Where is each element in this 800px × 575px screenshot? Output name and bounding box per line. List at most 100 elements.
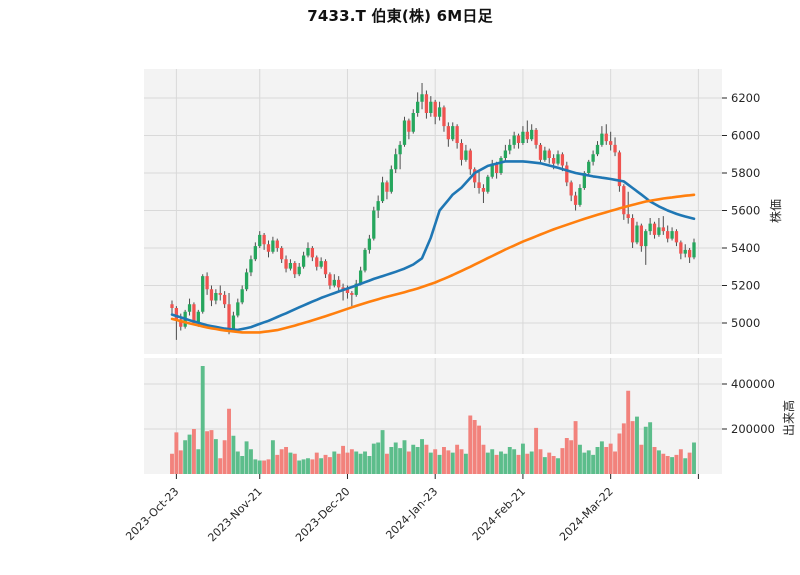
- volume-bar: [341, 445, 346, 474]
- volume-axis: 200000 400000: [722, 377, 775, 436]
- volume-tick-label: 400000: [731, 377, 775, 391]
- volume-bar: [573, 421, 578, 474]
- volume-bar: [630, 421, 635, 474]
- candle-body: [354, 283, 358, 295]
- volume-bar: [332, 451, 337, 474]
- price-axis: 5000 5200 5400 5600 5800 6000 6200: [722, 91, 760, 330]
- candle-body: [617, 152, 622, 187]
- candle-body: [674, 231, 679, 243]
- candle-body: [363, 249, 367, 271]
- volume-bar: [301, 459, 306, 474]
- candle-body: [350, 293, 354, 295]
- volume-bar: [525, 453, 530, 474]
- volume-bar: [635, 416, 639, 474]
- candle-body: [609, 141, 613, 145]
- candle-body: [679, 242, 683, 254]
- candle-body: [657, 227, 661, 235]
- candle-body: [687, 249, 692, 258]
- candle-body: [236, 302, 240, 316]
- candle-body: [227, 304, 231, 329]
- candle-body: [516, 135, 521, 143]
- candle-body: [591, 154, 595, 162]
- volume-bar: [319, 458, 324, 474]
- volume-bar: [279, 449, 284, 474]
- volume-bar: [674, 454, 679, 474]
- volume-bar: [406, 451, 411, 474]
- volume-bar: [428, 452, 433, 474]
- volume-bar: [209, 430, 214, 474]
- candle-body: [328, 274, 332, 286]
- volume-bar: [446, 450, 451, 474]
- x-tick-label: 2024-Feb-21: [470, 485, 528, 543]
- candle-body: [565, 165, 569, 183]
- candle-body: [604, 133, 608, 142]
- x-tick-label: 2024-Mar-22: [557, 485, 616, 544]
- volume-bar: [170, 453, 174, 474]
- volume-bar: [358, 453, 363, 474]
- volume-bar: [551, 456, 556, 474]
- volume-bar: [534, 427, 539, 474]
- x-tick-label: 2024-Jan-23: [383, 485, 440, 542]
- candle-body: [398, 144, 402, 155]
- candle-body: [284, 259, 288, 269]
- candle-body: [332, 279, 336, 286]
- volume-bar: [288, 452, 293, 474]
- volume-bar: [244, 441, 249, 474]
- candle-body: [266, 244, 271, 252]
- candle-body: [600, 133, 604, 145]
- volume-bar: [538, 449, 543, 474]
- volume-bar: [656, 450, 661, 474]
- volume-bar: [266, 459, 271, 474]
- volume-bar: [402, 440, 407, 474]
- candle-body: [244, 272, 249, 290]
- candle-body: [411, 113, 415, 132]
- volume-bar: [323, 454, 328, 474]
- volume-bar: [670, 457, 675, 474]
- candle-body: [613, 144, 617, 153]
- volume-bar: [608, 443, 613, 474]
- volume-bar: [499, 451, 503, 474]
- candle-body: [622, 186, 626, 215]
- candle-body: [306, 248, 310, 256]
- candle-body: [569, 182, 573, 196]
- volume-bar: [463, 453, 468, 474]
- candle-body: [174, 308, 179, 320]
- candle-body: [525, 131, 529, 140]
- candle-body: [459, 143, 464, 160]
- volume-bar: [249, 449, 253, 474]
- candle-body: [218, 293, 222, 295]
- candle-body: [595, 144, 600, 155]
- candle-body: [429, 101, 433, 113]
- candle-body: [683, 249, 687, 254]
- volume-bar: [227, 408, 231, 474]
- price-tick-label: 5600: [731, 204, 760, 218]
- volume-bar: [529, 451, 534, 474]
- volume-bar: [191, 429, 196, 474]
- volume-bar: [661, 453, 666, 474]
- volume-bar: [442, 447, 446, 474]
- candle-body: [310, 248, 315, 258]
- volume-bar: [507, 447, 512, 474]
- candle-body: [262, 234, 266, 245]
- volume-bar: [613, 451, 617, 474]
- volume-bar: [569, 440, 574, 474]
- volume-bar: [516, 454, 521, 474]
- volume-bars: [170, 366, 696, 474]
- candle-body: [626, 214, 630, 218]
- volume-bar: [235, 451, 240, 474]
- candle-body: [473, 169, 477, 183]
- volume-bar: [692, 442, 696, 474]
- candle-body: [503, 150, 508, 158]
- candle-body: [376, 201, 380, 211]
- volume-bar: [665, 456, 670, 474]
- volume-tick-label: 200000: [731, 422, 775, 436]
- volume-bar: [490, 449, 495, 474]
- volume-bar: [520, 443, 525, 474]
- candle-body: [538, 144, 543, 160]
- volume-bar: [648, 422, 653, 474]
- candle-body: [446, 126, 451, 140]
- candle-body: [666, 231, 670, 239]
- candle-body: [271, 240, 275, 252]
- candle-body: [635, 225, 639, 243]
